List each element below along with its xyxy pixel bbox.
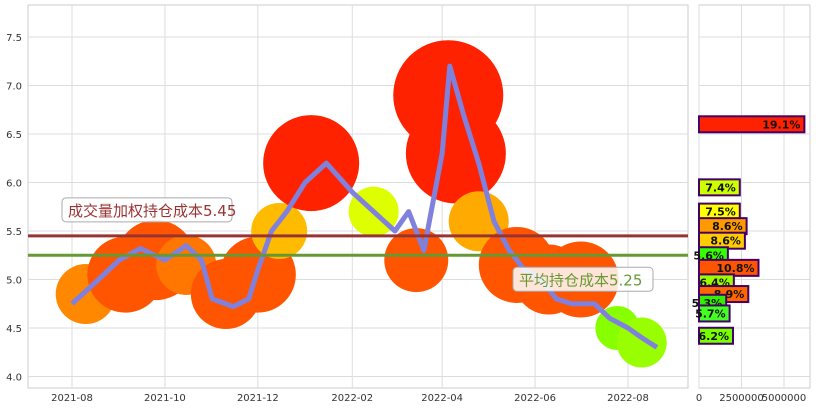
volume-bar-label: 10.8% xyxy=(716,262,754,275)
y-tick-label: 7.0 xyxy=(6,82,22,93)
volume-bar-label: 7.4% xyxy=(705,181,736,194)
vp-x-tick-label: 0 xyxy=(696,393,702,404)
y-tick-label: 7.5 xyxy=(6,33,22,44)
x-tick-label: 2021-10 xyxy=(144,393,186,404)
volume-bar xyxy=(698,178,741,197)
volume-bar-label: 6.2% xyxy=(698,330,729,343)
volume-bar xyxy=(698,326,734,345)
x-tick-label: 2021-12 xyxy=(237,393,279,404)
volume-bubble xyxy=(251,203,308,259)
volume-bubble xyxy=(384,228,449,293)
y-tick-label: 4.5 xyxy=(6,324,22,335)
x-tick-label: 2021-08 xyxy=(51,393,93,404)
x-tick-label: 2022-02 xyxy=(331,393,373,404)
volume-bar-label: 19.1% xyxy=(762,118,800,131)
vp-x-tick-label: 2500000 xyxy=(719,393,764,404)
x-tick-label: 2022-08 xyxy=(607,393,649,404)
volume-bar xyxy=(698,304,731,323)
cost-label: 平均持仓成本5.25 xyxy=(519,271,642,289)
cost-label: 成交量加权持仓成本5.45 xyxy=(68,202,236,220)
volume-bar-label: 8.6% xyxy=(710,235,741,248)
x-tick-label: 2022-06 xyxy=(514,393,556,404)
volume-bubble xyxy=(263,115,360,212)
y-tick-label: 6.5 xyxy=(6,130,22,141)
cost-label-box xyxy=(512,266,654,292)
cost-label-box xyxy=(61,197,233,223)
y-tick-label: 5.0 xyxy=(6,276,22,287)
volume-bar-label: 5.7% xyxy=(695,307,726,320)
volume-bar xyxy=(698,115,806,134)
x-tick-label: 2022-04 xyxy=(421,393,463,404)
y-tick-label: 5.5 xyxy=(6,227,22,238)
vp-x-tick-label: 5000000 xyxy=(762,393,807,404)
volume-bar-label: 8.6% xyxy=(712,220,743,233)
y-tick-label: 6.0 xyxy=(6,179,22,190)
volume-bubble xyxy=(405,103,506,204)
y-tick-label: 4.0 xyxy=(6,373,22,384)
volume-bar-label: 7.5% xyxy=(705,206,736,219)
